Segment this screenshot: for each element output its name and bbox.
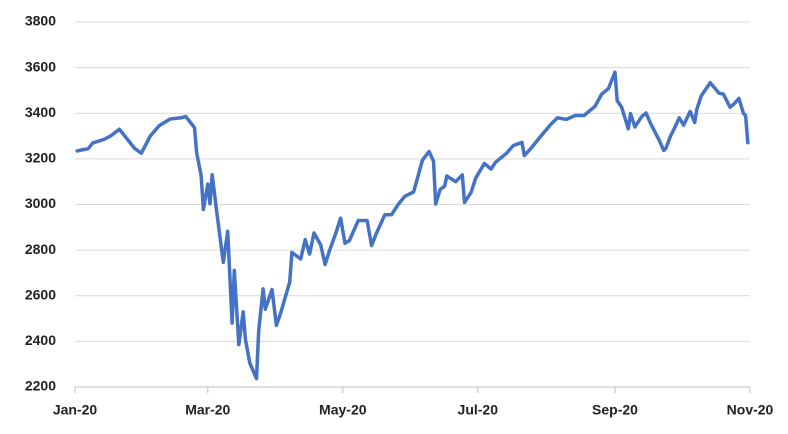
x-tick-label: Mar-20 [185, 402, 230, 418]
y-tick-label: 3400 [25, 104, 56, 120]
y-tick-label: 2400 [25, 332, 56, 348]
y-tick-label: 3800 [25, 13, 56, 29]
y-tick-label: 3600 [25, 58, 56, 74]
y-tick-label: 2600 [25, 286, 56, 302]
x-tick-label: Nov-20 [727, 402, 774, 418]
x-tick-label: Jul-20 [458, 402, 499, 418]
y-tick-label: 2200 [25, 378, 56, 394]
y-tick-label: 2800 [25, 241, 56, 257]
y-tick-label: 3000 [25, 195, 56, 211]
data-line [75, 70, 750, 381]
x-tick-label: Sep-20 [592, 402, 638, 418]
x-tick-label: May-20 [319, 402, 367, 418]
x-tick-label: Jan-20 [53, 402, 98, 418]
y-tick-label: 3200 [25, 150, 56, 166]
